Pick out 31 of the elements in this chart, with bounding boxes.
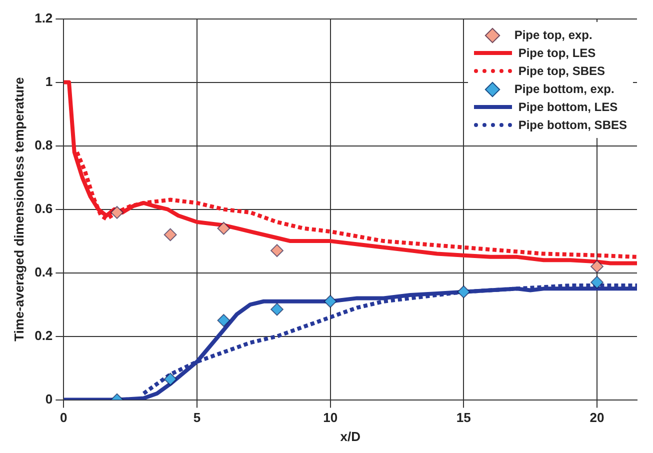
y-tick-label: 0.4: [34, 264, 54, 280]
point: [217, 222, 230, 235]
legend-label: Pipe top, exp.: [514, 28, 592, 42]
y-tick-label: 0.6: [34, 200, 53, 216]
point: [217, 314, 230, 327]
x-axis-title: x/D: [340, 428, 360, 444]
y-axis-title: Time-averaged dimensionless temperature: [11, 77, 26, 342]
x-tick-label: 5: [193, 410, 201, 426]
legend-label: Pipe top, SBES: [518, 64, 605, 78]
y-tick-label: 0.2: [34, 328, 53, 343]
point: [590, 260, 604, 273]
point: [164, 228, 177, 242]
point: [164, 372, 177, 386]
x-tick-label: 20: [590, 410, 604, 426]
x-tick-label: 10: [323, 410, 338, 426]
x-tick-label: 15: [456, 410, 471, 426]
y-tick-label: 1: [45, 74, 53, 89]
y-tick-label: 0: [45, 391, 53, 406]
point: [324, 294, 337, 308]
legend-label: Pipe top, LES: [518, 46, 596, 60]
legend-label: Pipe bottom, exp.: [514, 82, 614, 96]
y-tick-label: 1.2: [34, 10, 53, 26]
legend-label: Pipe bottom, LES: [518, 100, 618, 114]
point: [270, 244, 284, 258]
point: [110, 206, 124, 219]
point: [457, 285, 470, 298]
point: [590, 276, 604, 289]
x-tick-label: 0: [60, 410, 68, 426]
legend-label: Pipe bottom, SBES: [518, 118, 627, 132]
y-tick-label: 0.8: [34, 137, 53, 152]
point: [270, 302, 284, 316]
